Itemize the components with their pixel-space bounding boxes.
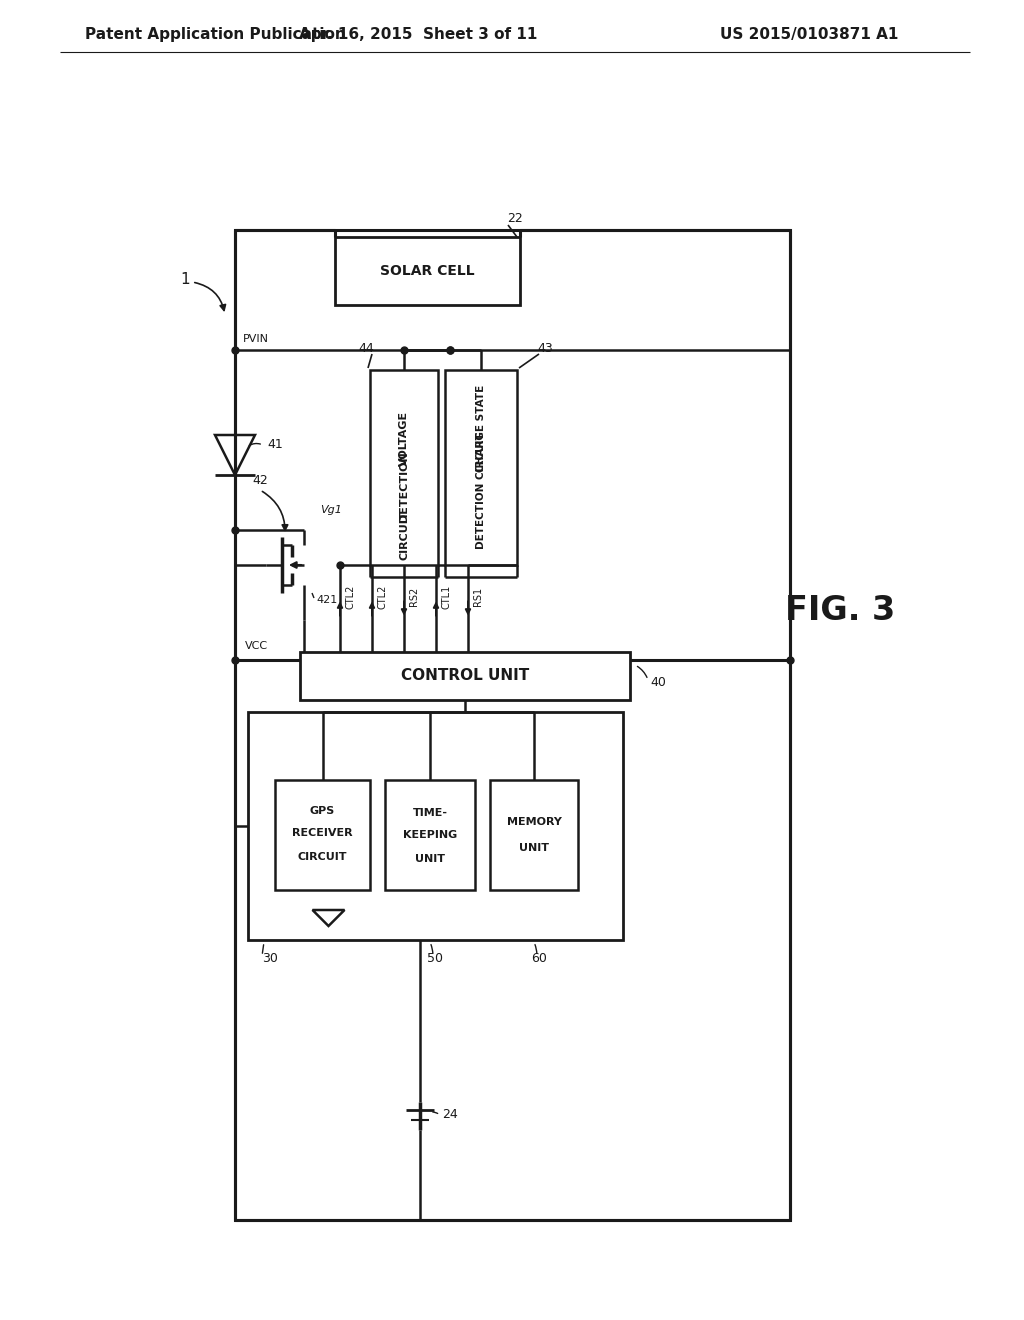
Text: 24: 24: [442, 1109, 458, 1122]
Text: MEMORY: MEMORY: [507, 817, 561, 826]
Text: DETECTION CIRCUIT: DETECTION CIRCUIT: [476, 433, 486, 549]
Text: PVIN: PVIN: [243, 334, 269, 345]
Text: DETECTION: DETECTION: [399, 451, 409, 523]
Text: VCC: VCC: [245, 642, 268, 651]
Text: US 2015/0103871 A1: US 2015/0103871 A1: [720, 28, 898, 42]
Text: RS2: RS2: [409, 587, 419, 606]
Bar: [385, 780, 475, 890]
Text: TIME-: TIME-: [413, 808, 447, 818]
Text: CONTROL UNIT: CONTROL UNIT: [400, 668, 529, 684]
Text: 40: 40: [650, 676, 666, 689]
Text: GPS: GPS: [310, 805, 335, 816]
Bar: [248, 711, 623, 940]
Text: 41: 41: [267, 438, 283, 451]
Text: CTL1: CTL1: [441, 585, 451, 609]
Text: SOLAR CELL: SOLAR CELL: [380, 264, 475, 279]
Bar: [335, 238, 520, 305]
Bar: [445, 370, 517, 565]
Text: CIRCUIT: CIRCUIT: [399, 511, 409, 561]
Text: CIRCUIT: CIRCUIT: [298, 851, 347, 862]
Text: RS1: RS1: [473, 587, 483, 606]
Text: 50: 50: [427, 952, 443, 965]
Bar: [370, 370, 438, 565]
Text: 1: 1: [180, 272, 189, 288]
Text: KEEPING: KEEPING: [402, 830, 457, 840]
Text: Patent Application Publication: Patent Application Publication: [85, 28, 346, 42]
Text: CTL2: CTL2: [345, 585, 355, 609]
Text: 421: 421: [316, 595, 337, 605]
Text: 43: 43: [538, 342, 553, 355]
Text: 44: 44: [358, 342, 374, 355]
Text: 60: 60: [531, 952, 547, 965]
Text: Vg1: Vg1: [319, 506, 342, 515]
Bar: [275, 780, 370, 890]
Text: CTL2: CTL2: [377, 585, 387, 609]
Bar: [490, 780, 578, 890]
Text: RECEIVER: RECEIVER: [292, 828, 353, 838]
Text: 22: 22: [507, 213, 523, 226]
Bar: [234, 230, 790, 1220]
Text: CHARGE STATE: CHARGE STATE: [476, 385, 486, 473]
Bar: [300, 652, 630, 700]
Text: UNIT: UNIT: [519, 843, 549, 853]
Text: 42: 42: [252, 474, 268, 487]
Text: UNIT: UNIT: [415, 854, 445, 865]
Text: FIG. 3: FIG. 3: [784, 594, 895, 627]
Text: Apr. 16, 2015  Sheet 3 of 11: Apr. 16, 2015 Sheet 3 of 11: [299, 28, 538, 42]
Text: VOLTAGE: VOLTAGE: [399, 411, 409, 466]
Text: 30: 30: [262, 952, 278, 965]
